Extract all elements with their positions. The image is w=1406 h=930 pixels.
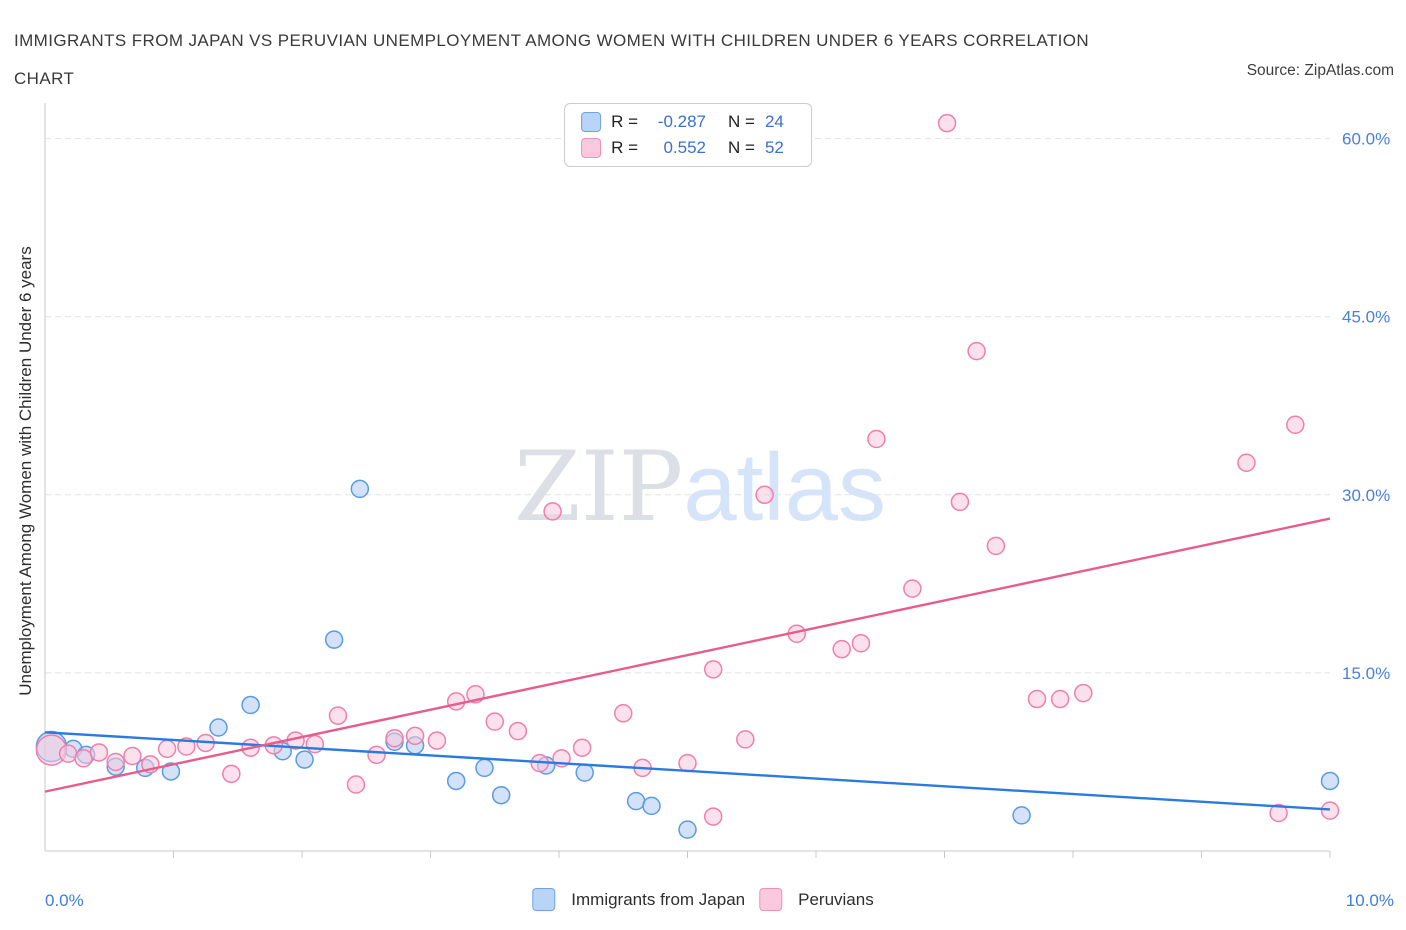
japan-swatch-icon: [532, 888, 556, 911]
scatter-point-peruvians: [508, 721, 528, 741]
scatter-point-peruvians: [1074, 683, 1093, 703]
scatter-point-peruvians: [123, 746, 142, 766]
chart-title: IMMIGRANTS FROM JAPAN VS PERUVIAN UNEMPL…: [14, 22, 1194, 98]
scatter-point-peruvians: [543, 502, 562, 521]
legend-row-peruvians: R = 0.552 N = 52: [581, 138, 795, 158]
trendline-peruvians: [44, 517, 1331, 793]
scatter-point-peruvians: [89, 743, 109, 762]
x-axis-max-label: 10.0%: [1345, 891, 1394, 910]
scatter-point-peruvians: [1237, 453, 1256, 473]
scatter-point-japan: [475, 758, 494, 778]
scatter-point-peruvians: [950, 492, 970, 512]
scatter-point-peruvians: [485, 712, 504, 731]
scatter-point-peruvians: [405, 726, 425, 746]
scatter-point-japan: [626, 791, 646, 811]
scatter-point-peruvians: [346, 775, 366, 794]
scatter-point-japan: [350, 479, 370, 499]
scatter-point-peruvians: [157, 739, 177, 759]
scatter-point-peruvians: [1269, 803, 1288, 823]
n-label: N =: [728, 138, 755, 157]
y-tick-label: 30.0%: [1342, 486, 1390, 505]
r-label: R =: [611, 138, 638, 157]
scatter-point-peruvians: [614, 704, 633, 723]
bottom-legend-label-peruvians: Peruvians: [798, 889, 874, 909]
scatter-point-japan: [209, 718, 228, 737]
scatter-point-peruvians: [903, 579, 922, 598]
scatter-point-japan: [446, 771, 466, 791]
chart-title-line2: CHART: [14, 69, 75, 88]
peruvian-swatch-icon: [759, 888, 783, 911]
r-value-peruvians: 0.552: [663, 138, 706, 157]
scatter-point-peruvians: [1286, 415, 1305, 435]
x-axis-min-label: 0.0%: [45, 891, 84, 910]
scatter-point-peruvians: [222, 764, 241, 784]
watermark: ZIPatlas: [514, 431, 886, 543]
scatter-point-peruvians: [427, 731, 447, 750]
scatter-point-japan: [161, 762, 181, 781]
scatter-point-japan: [491, 785, 511, 805]
scatter-point-peruvians: [967, 341, 986, 361]
scatter-point-peruvians: [385, 728, 404, 748]
scatter-point-peruvians: [986, 536, 1006, 556]
y-tick-label: 45.0%: [1342, 308, 1390, 327]
legend-row-japan: R = -0.287 N = 24: [581, 112, 795, 132]
scatter-point-peruvians: [367, 745, 386, 765]
scatter-point-peruvians: [755, 485, 774, 505]
r-value-japan: -0.287: [657, 112, 706, 131]
scatter-point-peruvians: [1050, 689, 1070, 709]
source-attribution: Source: ZipAtlas.com: [1246, 62, 1394, 79]
n-value-peruvians: 52: [764, 138, 784, 157]
scatter-point-japan: [1012, 806, 1031, 825]
scatter-point-peruvians: [703, 807, 723, 826]
scatter-point-peruvians: [177, 737, 196, 756]
scatter-point-peruvians: [1320, 801, 1340, 820]
scatter-point-japan: [575, 763, 594, 782]
scatter-point-japan: [241, 695, 260, 715]
scatter-point-japan: [1320, 771, 1340, 791]
scatter-point-peruvians: [678, 753, 697, 773]
scatter-point-japan: [678, 820, 697, 839]
scatter-point-peruvians: [446, 692, 466, 711]
scatter-point-peruvians: [572, 738, 592, 757]
r-label: R =: [611, 112, 638, 131]
n-label: N =: [728, 112, 755, 131]
peruvian-swatch-icon: [581, 138, 602, 158]
scatter-point-japan: [642, 796, 661, 816]
bottom-legend-label-japan: Immigrants from Japan: [571, 889, 746, 909]
japan-swatch-icon: [581, 112, 602, 132]
correlation-legend-box: R = -0.287 N = 24 R = 0.552 N = 52: [564, 103, 812, 167]
y-tick-label: 15.0%: [1342, 664, 1390, 683]
scatter-point-peruvians: [58, 744, 78, 763]
scatter-point-peruvians: [851, 633, 871, 653]
scatter-point-peruvians: [1027, 689, 1047, 709]
scatter-point-japan: [295, 750, 314, 769]
scatter-point-peruvians: [736, 730, 755, 749]
scatter-point-peruvians: [867, 429, 886, 449]
scatter-point-peruvians: [703, 660, 723, 679]
n-value-japan: 24: [764, 112, 784, 131]
scatter-point-peruvians: [328, 706, 348, 725]
scatter-point-peruvians: [106, 752, 125, 772]
chart-title-line1: IMMIGRANTS FROM JAPAN VS PERUVIAN UNEMPL…: [14, 31, 1090, 50]
y-tick-label: 60.0%: [1342, 130, 1390, 149]
y-axis-title: Unemployment Among Women with Children U…: [16, 246, 35, 696]
bottom-legend: Immigrants from Japan Peruvians: [532, 888, 874, 911]
scatter-point-peruvians: [832, 639, 851, 659]
scatter-point-peruvians: [937, 113, 957, 133]
scatter-point-peruvians: [74, 749, 93, 768]
scatter-point-peruvians: [305, 734, 325, 754]
scatter-point-japan: [324, 630, 344, 649]
